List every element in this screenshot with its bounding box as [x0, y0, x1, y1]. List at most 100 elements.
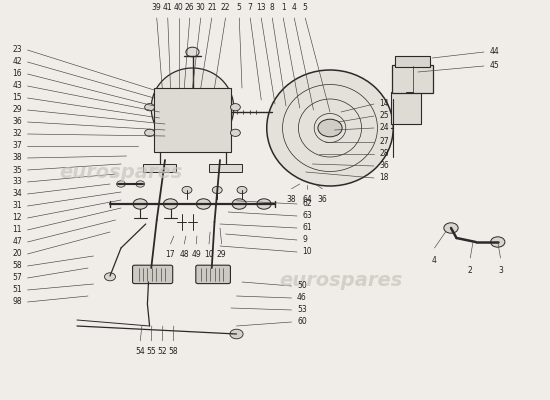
- Text: 13: 13: [256, 3, 266, 12]
- Text: 10: 10: [204, 250, 214, 259]
- Text: 98: 98: [12, 298, 22, 306]
- Text: 36: 36: [379, 162, 389, 170]
- Circle shape: [182, 186, 192, 194]
- Text: 17: 17: [166, 250, 175, 259]
- Text: 38: 38: [12, 154, 22, 162]
- Circle shape: [230, 129, 240, 136]
- Circle shape: [133, 199, 147, 209]
- Text: 4: 4: [432, 256, 437, 265]
- FancyBboxPatch shape: [154, 88, 231, 152]
- Ellipse shape: [267, 70, 393, 186]
- Text: 14: 14: [379, 100, 389, 108]
- Circle shape: [117, 181, 125, 187]
- Text: 33: 33: [12, 178, 22, 186]
- Text: 15: 15: [12, 94, 22, 102]
- Text: 28: 28: [379, 150, 389, 158]
- FancyBboxPatch shape: [143, 164, 176, 172]
- Text: 8: 8: [270, 3, 274, 12]
- Text: 9: 9: [302, 236, 307, 244]
- Circle shape: [212, 186, 222, 194]
- Text: 49: 49: [191, 250, 201, 259]
- Circle shape: [136, 181, 145, 187]
- Text: 50: 50: [297, 282, 307, 290]
- Text: 45: 45: [490, 62, 499, 70]
- FancyBboxPatch shape: [395, 56, 430, 67]
- Circle shape: [230, 329, 243, 339]
- Text: 16: 16: [12, 70, 22, 78]
- Text: 53: 53: [297, 306, 307, 314]
- Text: 21: 21: [207, 3, 217, 12]
- Circle shape: [318, 119, 342, 137]
- Text: 31: 31: [12, 202, 22, 210]
- Text: 64: 64: [302, 195, 312, 204]
- Text: 60: 60: [297, 318, 307, 326]
- Text: 48: 48: [179, 250, 189, 259]
- Text: 36: 36: [12, 118, 22, 126]
- Circle shape: [230, 104, 240, 111]
- Text: 5: 5: [303, 3, 307, 12]
- Ellipse shape: [151, 68, 234, 148]
- Text: 12: 12: [13, 214, 22, 222]
- Circle shape: [145, 104, 155, 111]
- Circle shape: [186, 47, 199, 57]
- Text: 62: 62: [302, 200, 312, 208]
- Text: 61: 61: [302, 224, 312, 232]
- Text: 2: 2: [468, 266, 472, 275]
- Text: 54: 54: [135, 347, 145, 356]
- Text: 29: 29: [12, 106, 22, 114]
- Text: 25: 25: [379, 112, 389, 120]
- Text: 46: 46: [297, 294, 307, 302]
- Circle shape: [237, 186, 247, 194]
- Text: eurospares: eurospares: [59, 162, 183, 182]
- Text: 10: 10: [302, 248, 312, 256]
- FancyBboxPatch shape: [196, 265, 230, 284]
- Text: 30: 30: [196, 3, 206, 12]
- Text: 20: 20: [12, 250, 22, 258]
- Text: 23: 23: [12, 46, 22, 54]
- Text: 63: 63: [302, 212, 312, 220]
- Text: 58: 58: [12, 262, 22, 270]
- Text: 24: 24: [379, 124, 389, 132]
- Text: 35: 35: [12, 166, 22, 174]
- Circle shape: [163, 199, 178, 209]
- Text: 47: 47: [12, 238, 22, 246]
- Text: 43: 43: [12, 82, 22, 90]
- Text: 22: 22: [221, 3, 230, 12]
- Text: 38: 38: [287, 195, 296, 204]
- Text: 11: 11: [13, 226, 22, 234]
- Text: 29: 29: [217, 250, 227, 259]
- Text: 27: 27: [379, 138, 389, 146]
- Circle shape: [196, 199, 211, 209]
- FancyBboxPatch shape: [133, 265, 173, 284]
- FancyBboxPatch shape: [390, 92, 421, 124]
- Circle shape: [491, 237, 505, 247]
- Text: 7: 7: [248, 3, 252, 12]
- Text: eurospares: eurospares: [279, 270, 403, 290]
- Text: 39: 39: [152, 3, 162, 12]
- Text: 18: 18: [379, 174, 389, 182]
- Text: 5: 5: [237, 3, 241, 12]
- Circle shape: [232, 199, 246, 209]
- Text: 51: 51: [12, 286, 22, 294]
- Text: 52: 52: [157, 347, 167, 356]
- Text: 26: 26: [185, 3, 195, 12]
- Text: 57: 57: [12, 274, 22, 282]
- Text: 3: 3: [498, 266, 503, 275]
- Text: 42: 42: [12, 58, 22, 66]
- Text: 40: 40: [174, 3, 184, 12]
- Text: 41: 41: [163, 3, 173, 12]
- Text: 44: 44: [490, 48, 499, 56]
- Text: 1: 1: [281, 3, 285, 12]
- Text: 55: 55: [146, 347, 156, 356]
- Text: 37: 37: [12, 142, 22, 150]
- Text: 58: 58: [168, 347, 178, 356]
- Circle shape: [257, 199, 271, 209]
- Circle shape: [444, 223, 458, 233]
- Text: 32: 32: [12, 130, 22, 138]
- Text: 34: 34: [12, 190, 22, 198]
- FancyBboxPatch shape: [209, 164, 242, 172]
- Circle shape: [145, 129, 155, 136]
- Text: 36: 36: [317, 195, 327, 204]
- Text: 4: 4: [292, 3, 296, 12]
- Circle shape: [104, 273, 116, 281]
